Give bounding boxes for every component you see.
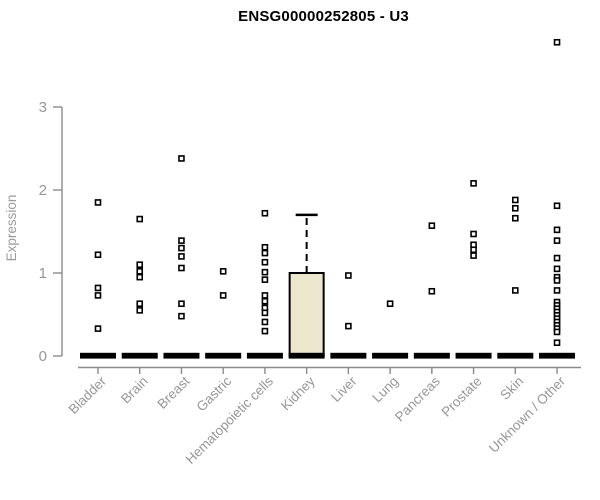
outlier-point	[553, 277, 561, 284]
median-bar	[205, 352, 242, 359]
outlier-point	[470, 230, 477, 238]
outlier-point	[386, 300, 394, 308]
outlier-point	[345, 322, 352, 330]
outlier-point	[428, 287, 436, 295]
outlier-point	[136, 307, 144, 314]
median-bar	[80, 352, 116, 359]
outlier-point	[136, 300, 144, 308]
outlier-point	[553, 254, 561, 262]
outlier-point	[94, 292, 102, 299]
outlier-point	[94, 251, 102, 259]
outlier-point	[553, 287, 561, 294]
outlier-point	[511, 204, 519, 212]
outlier-point	[261, 276, 269, 283]
outlier-point	[261, 309, 269, 317]
outlier-point	[136, 273, 144, 281]
outlier-point	[136, 261, 144, 269]
box	[288, 272, 325, 357]
x-tick-label: Liver	[328, 373, 360, 405]
outlier-point	[553, 339, 561, 347]
outlier-point	[553, 226, 561, 234]
outlier-point	[94, 325, 102, 332]
x-tick-label: Lung	[369, 374, 401, 406]
outlier-point	[219, 292, 227, 299]
y-tick-label: 1	[39, 265, 47, 282]
outlier-point	[553, 202, 561, 210]
outlier-point	[511, 287, 519, 294]
outlier-point	[553, 38, 561, 46]
median-bar	[413, 352, 450, 359]
x-tick-label: Skin	[497, 374, 526, 403]
outlier-point	[136, 215, 144, 223]
median-bar	[330, 352, 367, 359]
median-bar	[372, 352, 409, 359]
outlier-point	[261, 243, 269, 251]
outlier-point	[178, 312, 185, 320]
y-tick-label: 3	[39, 99, 47, 116]
outlier-point	[511, 214, 519, 222]
x-tick-label: Gastric	[193, 373, 234, 414]
outlier-point	[178, 253, 185, 260]
outlier-point	[345, 272, 352, 279]
outlier-point	[261, 209, 269, 217]
outlier-point	[511, 196, 519, 204]
outlier-point	[470, 246, 477, 254]
outlier-point	[261, 268, 269, 276]
x-tick-label: Brain	[118, 374, 151, 407]
median-bar	[246, 352, 283, 359]
outlier-point	[553, 265, 561, 273]
outlier-point	[261, 327, 269, 335]
x-tick-label: Prostate	[439, 374, 485, 420]
outlier-point	[219, 268, 227, 275]
x-tick-label: Unknown / Other	[486, 373, 569, 456]
outlier-point	[261, 297, 269, 305]
chart-title: ENSG00000252805 - U3	[238, 8, 409, 25]
outlier-point	[428, 222, 436, 229]
outlier-point	[470, 180, 477, 187]
y-tick-label: 0	[39, 348, 47, 365]
x-tick-label: Bladder	[66, 373, 110, 417]
outlier-point	[261, 318, 269, 326]
outlier-point	[261, 292, 269, 299]
median-bar	[455, 352, 492, 359]
outlier-point	[261, 249, 269, 257]
x-tick-label: Pancreas	[392, 373, 443, 424]
outlier-point	[261, 258, 269, 266]
outlier-point	[553, 328, 561, 336]
outlier-point	[178, 300, 185, 308]
outlier-point	[178, 155, 185, 162]
median-bar	[121, 352, 158, 359]
outlier-point	[178, 237, 185, 244]
x-tick-label: Kidney	[278, 373, 318, 413]
outlier-point	[94, 199, 102, 206]
median-bar	[539, 352, 576, 359]
outlier-point	[553, 237, 561, 244]
outlier-point	[470, 252, 477, 259]
median-bar	[497, 352, 534, 359]
outlier-point	[94, 284, 102, 292]
median-bar	[288, 352, 325, 359]
outlier-point	[136, 268, 144, 275]
x-tick-label: Breast	[154, 373, 192, 411]
y-tick-label: 2	[39, 182, 47, 199]
y-axis-title: Expression	[4, 195, 19, 262]
outlier-point	[178, 264, 185, 272]
median-bar	[163, 352, 200, 359]
outlier-point	[178, 244, 185, 252]
